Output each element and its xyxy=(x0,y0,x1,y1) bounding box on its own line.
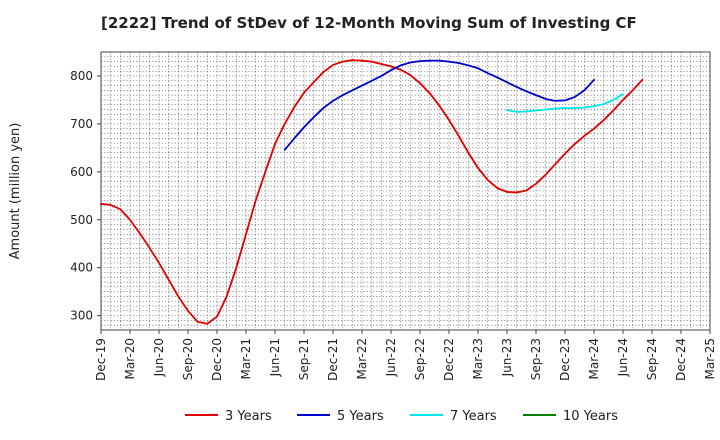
x-tick-label: Dec-24 xyxy=(674,338,688,381)
x-tick-label: Sep-23 xyxy=(529,338,543,380)
series-layer xyxy=(100,59,644,325)
y-tick-label: 600 xyxy=(70,165,93,179)
x-tick-label: Mar-23 xyxy=(471,338,485,379)
x-tick-label: Jun-23 xyxy=(500,338,514,377)
x-tick-label: Mar-21 xyxy=(239,338,253,379)
y-tick-label: 400 xyxy=(70,261,93,275)
x-tick-label: Mar-20 xyxy=(123,338,137,379)
legend: 3 Years 5 Years 7 Years 10 Years xyxy=(185,409,618,424)
legend-label: 7 Years xyxy=(450,409,497,424)
x-axis: Dec-19 Mar-20 Jun-20 Sep-20 Dec-20 Mar-21 Jun-… xyxy=(94,330,717,381)
x-tick-label: Sep-20 xyxy=(181,338,195,380)
y-tick-label: 800 xyxy=(70,69,93,83)
y-tick-label: 500 xyxy=(70,213,93,227)
y-axis: 300 400 500 600 700 800 xyxy=(70,69,101,323)
x-tick-label: Sep-24 xyxy=(645,338,659,380)
series-line-2 xyxy=(283,59,595,151)
x-tick-label: Jun-20 xyxy=(152,338,166,377)
x-tick-label: Sep-21 xyxy=(297,338,311,380)
legend-label: 3 Years xyxy=(225,409,272,424)
series-line-3 xyxy=(506,93,624,113)
x-tick-label: Mar-25 xyxy=(703,338,717,379)
x-tick-label: Jun-22 xyxy=(384,338,398,377)
x-tick-label: Jun-24 xyxy=(616,338,630,377)
x-tick-label: Dec-23 xyxy=(558,338,572,381)
x-tick-label: Dec-22 xyxy=(442,338,456,381)
x-tick-label: Sep-22 xyxy=(413,338,427,380)
x-tick-label: Mar-24 xyxy=(587,338,601,379)
x-tick-label: Mar-22 xyxy=(355,338,369,379)
y-tick-label: 300 xyxy=(70,309,93,323)
x-tick-label: Dec-20 xyxy=(210,338,224,381)
x-tick-label: Jun-21 xyxy=(268,338,282,377)
series-line-1 xyxy=(100,59,644,325)
x-tick-label: Dec-21 xyxy=(326,338,340,381)
chart-title: [2222] Trend of StDev of 12-Month Moving… xyxy=(101,14,637,32)
y-axis-label: Amount (million yen) xyxy=(8,123,23,260)
x-tick-label: Dec-19 xyxy=(94,338,108,381)
y-tick-label: 700 xyxy=(70,117,93,131)
grid-lines xyxy=(101,52,710,330)
legend-label: 5 Years xyxy=(337,409,384,424)
legend-label: 10 Years xyxy=(563,409,618,424)
